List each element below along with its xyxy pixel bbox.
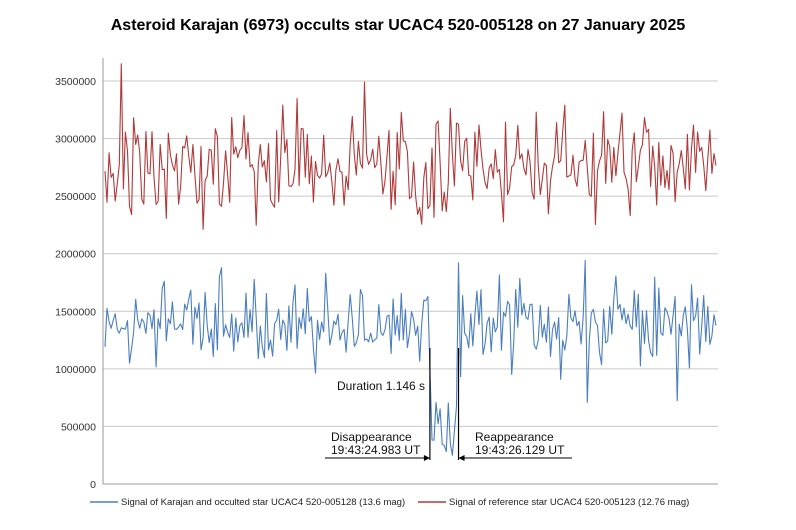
reappearance-label: Reappearance <box>475 430 554 444</box>
y-tick-label: 500000 <box>61 421 96 433</box>
y-tick-label: 2500000 <box>55 191 96 203</box>
chart-title: Asteroid Karajan (6973) occults star UCA… <box>111 17 686 34</box>
y-tick-label: 3500000 <box>55 76 96 88</box>
legend-label-reference: Signal of reference star UCAC4 520-00512… <box>449 497 689 508</box>
series-line-1 <box>104 63 717 230</box>
axes <box>102 58 718 485</box>
y-tick-label: 0 <box>90 479 96 491</box>
series-lines <box>104 63 717 456</box>
disappearance-label: Disappearance <box>331 430 412 444</box>
y-tick-label: 3000000 <box>55 134 96 146</box>
disappearance-time: 19:43:24.983 UT <box>331 443 421 457</box>
y-tick-labels: 0 500000 1000000 1500000 2000000 2500000 30000… <box>55 76 96 491</box>
grid <box>103 80 718 485</box>
reappearance-time: 19:43:26.129 UT <box>475 443 565 457</box>
series-line-0 <box>104 259 717 456</box>
legend-label-karajan: Signal of Karajan and occulted star UCAC… <box>121 497 405 508</box>
duration-annotation: Duration 1.146 s <box>337 379 425 393</box>
y-tick-label: 1000000 <box>55 364 96 376</box>
reappearance-arrow <box>458 455 465 461</box>
legend: Signal of Karajan and occulted star UCAC… <box>90 497 689 508</box>
disappearance-arrow <box>423 455 430 461</box>
y-tick-label: 1500000 <box>55 306 96 318</box>
y-tick-label: 2000000 <box>55 249 96 261</box>
annotations: Duration 1.146 s Disappearance 19:43:24.… <box>325 348 572 461</box>
